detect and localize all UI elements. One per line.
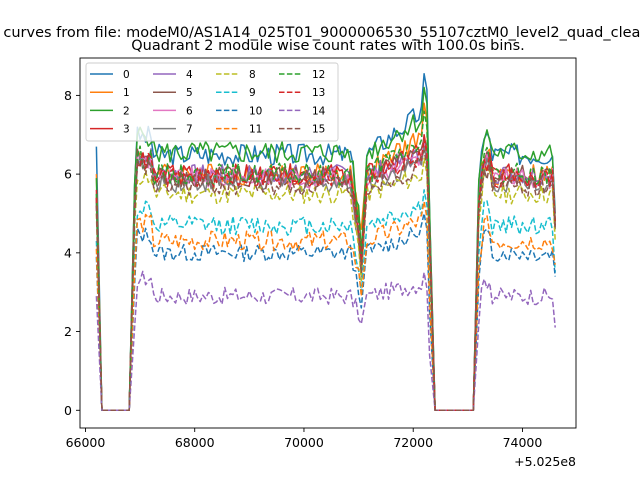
series-line-11 — [95, 200, 556, 412]
x-tick-label: 72000 — [393, 435, 433, 450]
x-axis: 66000 68000 70000 72000 74000 — [66, 428, 543, 450]
figure-suptitle: Light curves from file: modeM0/AS1A14_02… — [0, 25, 640, 41]
legend-box — [85, 62, 339, 142]
legend-label-13: 13 — [312, 87, 325, 99]
x-offset-label: +5.025e8 — [514, 454, 576, 469]
series-line-10 — [95, 212, 556, 412]
legend-label-12: 12 — [312, 69, 325, 81]
legend-label-4: 4 — [186, 69, 193, 81]
series-line-8 — [95, 157, 556, 412]
series-line-12 — [95, 110, 556, 412]
legend-label-10: 10 — [249, 105, 262, 117]
legend-label-8: 8 — [249, 69, 256, 81]
series-line-2 — [95, 86, 556, 412]
series-line-9 — [95, 189, 556, 412]
series-line-7 — [95, 145, 556, 412]
y-tick-label: 6 — [64, 167, 72, 182]
legend-label-2: 2 — [123, 105, 130, 117]
series-line-15 — [95, 149, 556, 412]
y-axis: 0 2 4 6 8 — [64, 88, 80, 418]
y-tick-label: 0 — [64, 403, 72, 418]
axes-frame — [79, 57, 577, 429]
legend-label-1: 1 — [123, 87, 130, 99]
legend-label-9: 9 — [249, 87, 256, 99]
legend-label-11: 11 — [249, 124, 262, 136]
x-tick-label: 74000 — [503, 435, 543, 450]
chart-title: Quadrant 2 module wise count rates with … — [131, 38, 525, 54]
x-tick-label: 68000 — [175, 435, 215, 450]
y-tick-label: 4 — [64, 245, 72, 260]
legend-label-15: 15 — [312, 124, 325, 136]
legend-label-7: 7 — [186, 124, 193, 136]
plot-area — [95, 72, 556, 412]
y-tick-label: 2 — [64, 324, 72, 339]
legend-label-3: 3 — [123, 124, 130, 136]
series-line-14 — [95, 270, 556, 412]
y-tick-label: 8 — [64, 88, 72, 103]
x-tick-label: 70000 — [284, 435, 324, 450]
x-tick-label: 66000 — [66, 435, 106, 450]
legend-label-6: 6 — [186, 105, 193, 117]
legend-label-14: 14 — [312, 105, 326, 117]
legend-label-5: 5 — [186, 87, 193, 99]
legend-label-0: 0 — [123, 69, 130, 81]
